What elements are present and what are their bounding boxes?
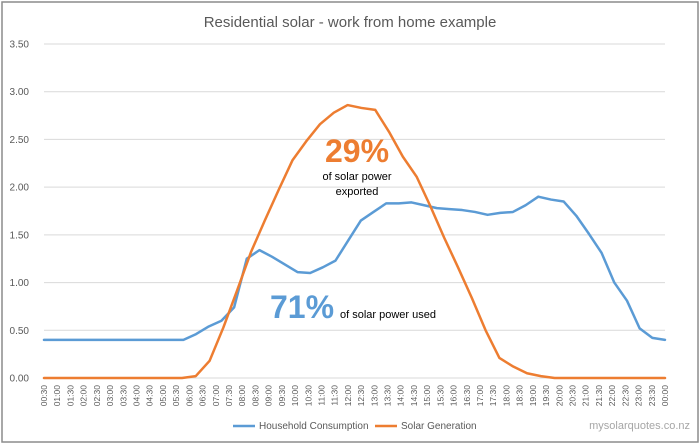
x-tick-label: 01:00 [52, 385, 62, 407]
y-tick-label: 0.00 [10, 374, 30, 385]
y-tick-label: 1.00 [10, 278, 30, 289]
x-tick-label: 21:30 [594, 385, 604, 407]
x-tick-label: 17:30 [488, 385, 498, 407]
x-tick-label: 13:30 [383, 385, 393, 407]
x-tick-label: 21:00 [581, 385, 591, 407]
x-tick-label: 14:00 [396, 385, 406, 407]
x-tick-label: 18:30 [515, 385, 525, 407]
x-tick-label: 16:00 [449, 385, 459, 407]
x-tick-label: 14:30 [409, 385, 419, 407]
x-axis: 00:30 01:00 01:30 02:00 02:30 03:00 03:30 04:00… [39, 385, 670, 407]
x-tick-label: 09:30 [277, 385, 287, 407]
y-tick-label: 2.50 [10, 135, 30, 146]
legend-label-household-consumption: Household Consumption [259, 421, 369, 432]
legend-label-solar-generation: Solar Generation [401, 421, 477, 432]
x-tick-label: 10:00 [290, 385, 300, 407]
x-tick-label: 17:00 [475, 385, 485, 407]
x-tick-label: 02:00 [79, 385, 89, 407]
legend: Household Consumption Solar Generation [233, 421, 477, 432]
series-line-household-consumption [42, 195, 667, 342]
x-tick-label: 18:00 [501, 385, 511, 407]
x-tick-label: 19:30 [541, 385, 551, 407]
x-tick-label: 23:30 [647, 385, 657, 407]
x-tick-label: 20:30 [568, 385, 578, 407]
x-tick-label: 12:00 [343, 385, 353, 407]
grid-lines [44, 43, 665, 379]
x-tick-label: 23:00 [634, 385, 644, 407]
x-tick-label: 11:30 [330, 385, 340, 406]
exported-text-line1: of solar power [322, 171, 391, 183]
x-tick-label: 03:30 [118, 385, 128, 407]
x-tick-label: 06:00 [184, 385, 194, 407]
exported-percentage: 29% [325, 133, 389, 169]
x-tick-label: 11:00 [316, 385, 326, 406]
x-tick-label: 07:30 [224, 385, 234, 407]
series-lines [42, 103, 667, 380]
x-tick-label: 06:30 [198, 385, 208, 407]
y-tick-label: 0.50 [10, 326, 30, 337]
series-line-solar-generation [42, 103, 667, 380]
x-tick-label: 19:00 [528, 385, 538, 407]
x-tick-label: 09:00 [264, 385, 274, 407]
used-percentage: 71% [270, 289, 334, 325]
x-tick-label: 08:00 [237, 385, 247, 407]
x-tick-label: 05:00 [158, 385, 168, 407]
x-tick-label: 20:00 [554, 385, 564, 407]
x-tick-label: 05:30 [171, 385, 181, 407]
y-tick-label: 3.50 [10, 40, 30, 51]
x-tick-label: 15:30 [435, 385, 445, 407]
x-tick-label: 12:30 [356, 385, 366, 407]
y-tick-label: 1.50 [10, 230, 30, 241]
x-tick-label: 22:30 [620, 385, 630, 407]
x-tick-label: 16:30 [462, 385, 472, 407]
y-axis: 0.00 0.50 1.00 1.50 2.00 2.50 3.00 3.50 [10, 40, 30, 385]
x-tick-label: 07:00 [211, 385, 221, 407]
x-tick-label: 15:00 [422, 385, 432, 407]
x-tick-label: 03:00 [105, 385, 115, 407]
used-text: of solar power used [340, 309, 436, 321]
exported-text-line2: exported [336, 186, 379, 198]
x-tick-label: 08:30 [250, 385, 260, 407]
watermark: mysolarquotes.co.nz [589, 420, 690, 432]
y-tick-label: 2.00 [10, 183, 30, 194]
x-tick-label: 10:30 [303, 385, 313, 407]
x-tick-label: 13:00 [369, 385, 379, 407]
chart-title: Residential solar - work from home examp… [204, 14, 497, 31]
x-tick-label: 22:00 [607, 385, 617, 407]
x-tick-label: 01:30 [65, 385, 75, 407]
x-tick-label: 04:00 [131, 385, 141, 407]
x-tick-label: 02:30 [92, 385, 102, 407]
x-tick-label: 00:30 [39, 385, 49, 407]
x-tick-label: 04:30 [145, 385, 155, 407]
y-tick-label: 3.00 [10, 87, 30, 98]
x-tick-label: 00:00 [660, 385, 670, 407]
